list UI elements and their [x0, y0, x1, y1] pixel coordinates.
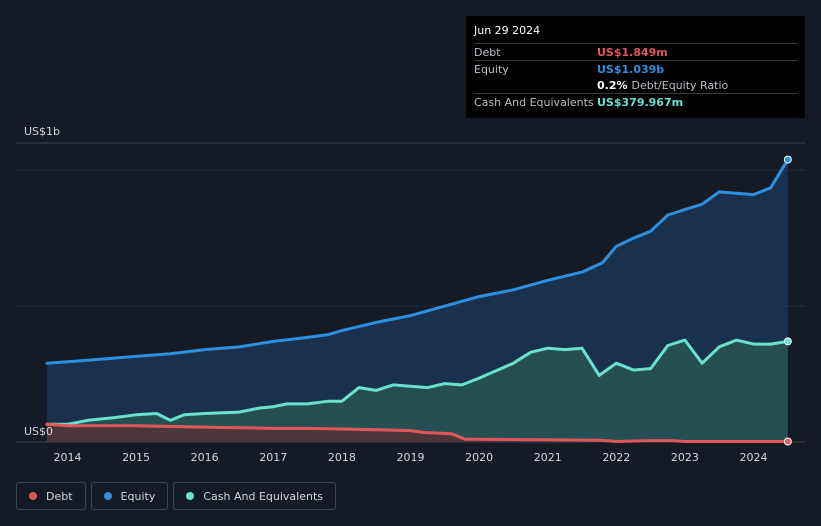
series-areas: [46, 159, 788, 442]
chart-legend: Debt Equity Cash And Equivalents: [16, 482, 336, 510]
cash-and-equivalents-area: [46, 340, 788, 442]
legend-label-cash: Cash And Equivalents: [203, 489, 323, 503]
legend-label-debt: Debt: [46, 489, 73, 503]
debt-dot-icon: [29, 492, 37, 500]
tooltip-cash-value: US$379.967m: [597, 95, 684, 109]
x-tick-label: 2014: [53, 451, 81, 464]
tooltip-cash-label: Cash And Equivalents: [474, 95, 594, 109]
x-tick-label: 2024: [740, 451, 768, 464]
x-tick-label: 2020: [465, 451, 493, 464]
series-endpoints: [783, 155, 792, 446]
legend-item-debt[interactable]: Debt: [16, 482, 86, 510]
cash-dot-icon: [186, 492, 195, 500]
tooltip-equity-row: Equity US$1.039b: [474, 60, 797, 77]
tooltip-panel: Jun 29 2024 Debt US$1.849m Equity US$1.0…: [466, 16, 805, 118]
legend-label-equity: Equity: [120, 489, 156, 503]
tooltip-debt-row: Debt US$1.849m: [474, 43, 797, 60]
legend-item-cash[interactable]: Cash And Equivalents: [173, 482, 336, 510]
cash-and-equivalents-line: [45, 338, 790, 426]
cash-and-equivalents-endpoint: [783, 337, 792, 346]
x-tick-label: 2017: [259, 451, 287, 464]
tooltip-cash-row: Cash And Equivalents US$379.967m: [474, 93, 797, 110]
y-axis-bottom-label: US$0: [24, 425, 53, 438]
x-tick-label: 2022: [602, 451, 630, 464]
tooltip-ratio-label: Debt/Equity Ratio: [631, 78, 729, 92]
equity-endpoint: [783, 155, 792, 164]
tooltip-date: Jun 29 2024: [474, 24, 541, 37]
x-axis-ticks: 2014 2015 2016 2017 2018 2019 2020 2021 2022 2023…: [53, 451, 767, 464]
tooltip-ratio-row: 0.2% Debt/Equity Ratio: [474, 77, 797, 93]
series-lines: [45, 158, 790, 443]
tooltip-equity-label: Equity: [474, 62, 509, 76]
x-tick-label: 2018: [328, 451, 356, 464]
legend-item-equity[interactable]: Equity: [90, 482, 169, 510]
tooltip-debt-value: US$1.849m: [597, 45, 668, 59]
equity-dot-icon: [103, 492, 112, 500]
x-tick-label: 2019: [397, 451, 425, 464]
x-tick-label: 2021: [534, 451, 562, 464]
tooltip-ratio-value: 0.2%: [597, 78, 628, 92]
x-tick-label: 2015: [122, 451, 150, 464]
debt-endpoint: [783, 437, 792, 446]
y-axis-top-label: US$1b: [24, 125, 60, 138]
debt-line: [45, 422, 790, 443]
tooltip-debt-label: Debt: [474, 45, 501, 59]
x-tick-label: 2023: [671, 451, 699, 464]
equity-line: [45, 158, 790, 365]
x-tick-label: 2016: [191, 451, 219, 464]
tooltip-equity-value: US$1.039b: [597, 62, 665, 76]
